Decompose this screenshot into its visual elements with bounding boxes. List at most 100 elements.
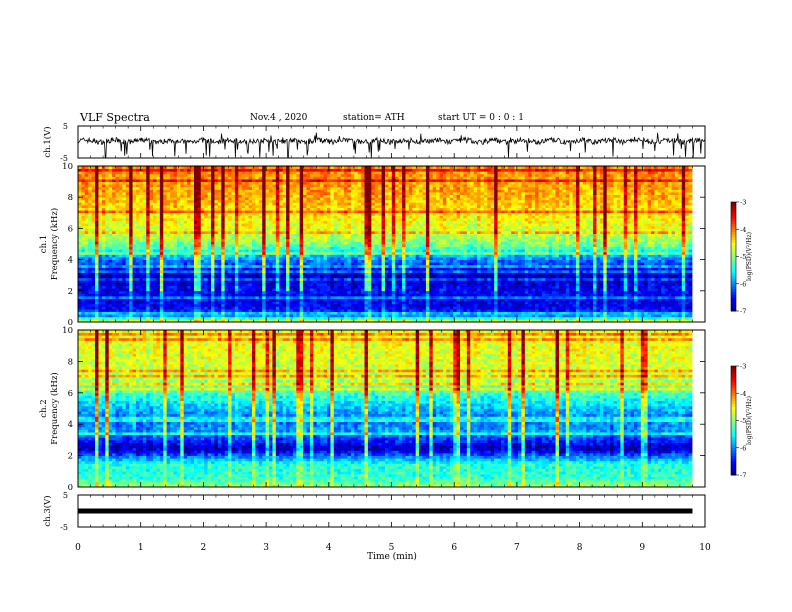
ch1-spectrogram-cell [330, 303, 335, 307]
ch1-spectrogram-cell [221, 270, 226, 273]
ch1-spectrogram-cell [248, 257, 253, 260]
ch1-spectrogram-cell [193, 296, 198, 299]
ch1-spectrogram-cell [173, 166, 178, 169]
ch1-spectrogram-cell [105, 319, 110, 323]
ch1-spectrogram-cell [207, 202, 212, 206]
ch1-spectrogram-cell [101, 316, 106, 320]
ch1-spectrogram-cell [197, 293, 202, 297]
ch1-spectrogram-cell [163, 202, 168, 206]
ch1-spectrogram-cell [207, 223, 212, 227]
ch1-spectrogram-cell [187, 285, 191, 289]
ch1-spectrogram-cell [105, 189, 110, 193]
ch1-spectrogram-cell [129, 311, 133, 315]
ch1-spectrogram-cell [282, 309, 287, 312]
ch1-spectrogram-cell [98, 301, 103, 305]
ch1-spectrogram-cell [340, 270, 345, 273]
ch1-spectrogram-cell [224, 298, 229, 302]
ch1-spectrogram-cell [286, 210, 290, 214]
ch1-spectrogram-cell [207, 238, 212, 242]
ch1-spectrogram-cell [265, 207, 270, 211]
ch1-spectrogram-cell [115, 301, 120, 305]
ch1-spectrogram-cell [316, 270, 321, 273]
ch1-spectrogram-cell [173, 311, 178, 315]
ch1-spectrogram-cell [303, 207, 307, 211]
ch1-spectrogram-cell [309, 194, 314, 198]
ch1-spectrogram-cell [337, 212, 342, 216]
ch1-spectrogram-cell [149, 231, 154, 234]
ch1-spectrogram-cell [125, 181, 130, 185]
ch1-spectrogram-cell [78, 264, 82, 268]
ch1-spectrogram-cell [88, 189, 93, 193]
ch1-spectrogram-cell [170, 228, 174, 232]
ch1-spectrogram-cell [251, 303, 256, 307]
ch1-spectrogram-cell [146, 249, 151, 253]
ch1-spectrogram-cell [78, 173, 82, 177]
ch1-spectrogram-cell [112, 293, 116, 297]
ch1-spectrogram-cell [231, 319, 236, 323]
ch1-spectrogram-cell [193, 254, 198, 258]
ch1-spectrogram-cell [265, 301, 270, 305]
ch1-spectrogram-cell [333, 314, 338, 318]
ch1-spectrogram-cell [91, 173, 96, 177]
ch1-spectrogram-cell [251, 288, 256, 292]
ch1-spectrogram-cell [337, 189, 342, 193]
ch1-spectrogram-cell [122, 236, 127, 240]
ch1-spectrogram-cell [289, 311, 294, 315]
ch1-spectrogram-cell [296, 181, 301, 185]
ch1-spectrogram-cell [238, 246, 243, 250]
ch1-spectrogram-cell [221, 210, 226, 214]
ch1-spectrogram-cell [105, 257, 110, 260]
ch1-spectrogram-cell [207, 166, 212, 169]
ch1-spectrogram-cell [217, 210, 222, 214]
ch1-spectrogram-cell [132, 179, 137, 182]
ch1-spectrogram-cell [139, 171, 144, 175]
ch1-spectrogram-cell [118, 267, 123, 271]
ch1-spectrogram-cell [214, 205, 219, 208]
ch1-spectrogram-cell [101, 186, 106, 190]
ch1-spectrogram-cell [255, 212, 260, 216]
ch1-spectrogram-cell [146, 189, 151, 193]
ch1-spectrogram-cell [296, 236, 301, 240]
ch1-spectrogram-cell [265, 215, 270, 219]
ch1-spectrogram-cell [228, 259, 232, 263]
ch1-spectrogram-cell [105, 218, 110, 221]
ch1-spectrogram-cell [105, 210, 110, 214]
ch1-spectrogram-cell [176, 228, 181, 232]
ch1-spectrogram-cell [224, 207, 229, 211]
ch1-spectrogram-cell [296, 303, 301, 307]
ch1-spectrogram-cell [255, 199, 260, 203]
ch1-spectrogram-cell [258, 264, 263, 268]
ch1-spectrogram-cell [354, 251, 359, 255]
ch1-spectrogram-cell [170, 181, 174, 185]
ch1-spectrogram-cell [132, 288, 137, 292]
ch1-spectrogram-cell [269, 215, 273, 219]
ch1-spectrogram-cell [153, 296, 157, 299]
ch1-spectrogram-cell [333, 293, 338, 297]
ch1-spectrogram-cell [173, 301, 178, 305]
ch1-spectrogram-cell [224, 283, 229, 286]
ch1-spectrogram-cell [333, 306, 338, 310]
ch1-spectrogram-cell [193, 223, 198, 227]
ch1-spectrogram-cell [211, 241, 215, 245]
ch1-spectrogram-cell [146, 194, 151, 198]
ch1-spectrogram-cell [108, 189, 113, 193]
ch1-spectrogram-cell [200, 210, 205, 214]
ch1-spectrogram-cell [272, 246, 277, 250]
ch1-spectrogram-cell [258, 166, 263, 169]
ch1-spectrogram-cell [118, 259, 123, 263]
ch1-spectrogram-cell [258, 181, 263, 185]
ch1-spectrogram-cell [234, 298, 239, 302]
ch1-spectrogram-cell [234, 275, 239, 279]
ch1-spectrogram-cell [139, 241, 144, 245]
ch1-spectrogram-cell [173, 210, 178, 214]
ch1-spectrogram-cell [333, 285, 338, 289]
ch1-spectrogram-cell [258, 251, 263, 255]
ch1-spectrogram-cell [269, 319, 273, 323]
ch1-spectrogram-cell [238, 290, 243, 294]
ch1-spectrogram-cell [228, 223, 232, 227]
ch1-spectrogram-cell [211, 202, 215, 206]
ch1-spectrogram-cell [153, 176, 157, 180]
ch1-spectrogram-cell [292, 181, 297, 185]
ch1-spectrogram-cell [265, 264, 270, 268]
ch1-spectrogram-cell [275, 215, 280, 219]
